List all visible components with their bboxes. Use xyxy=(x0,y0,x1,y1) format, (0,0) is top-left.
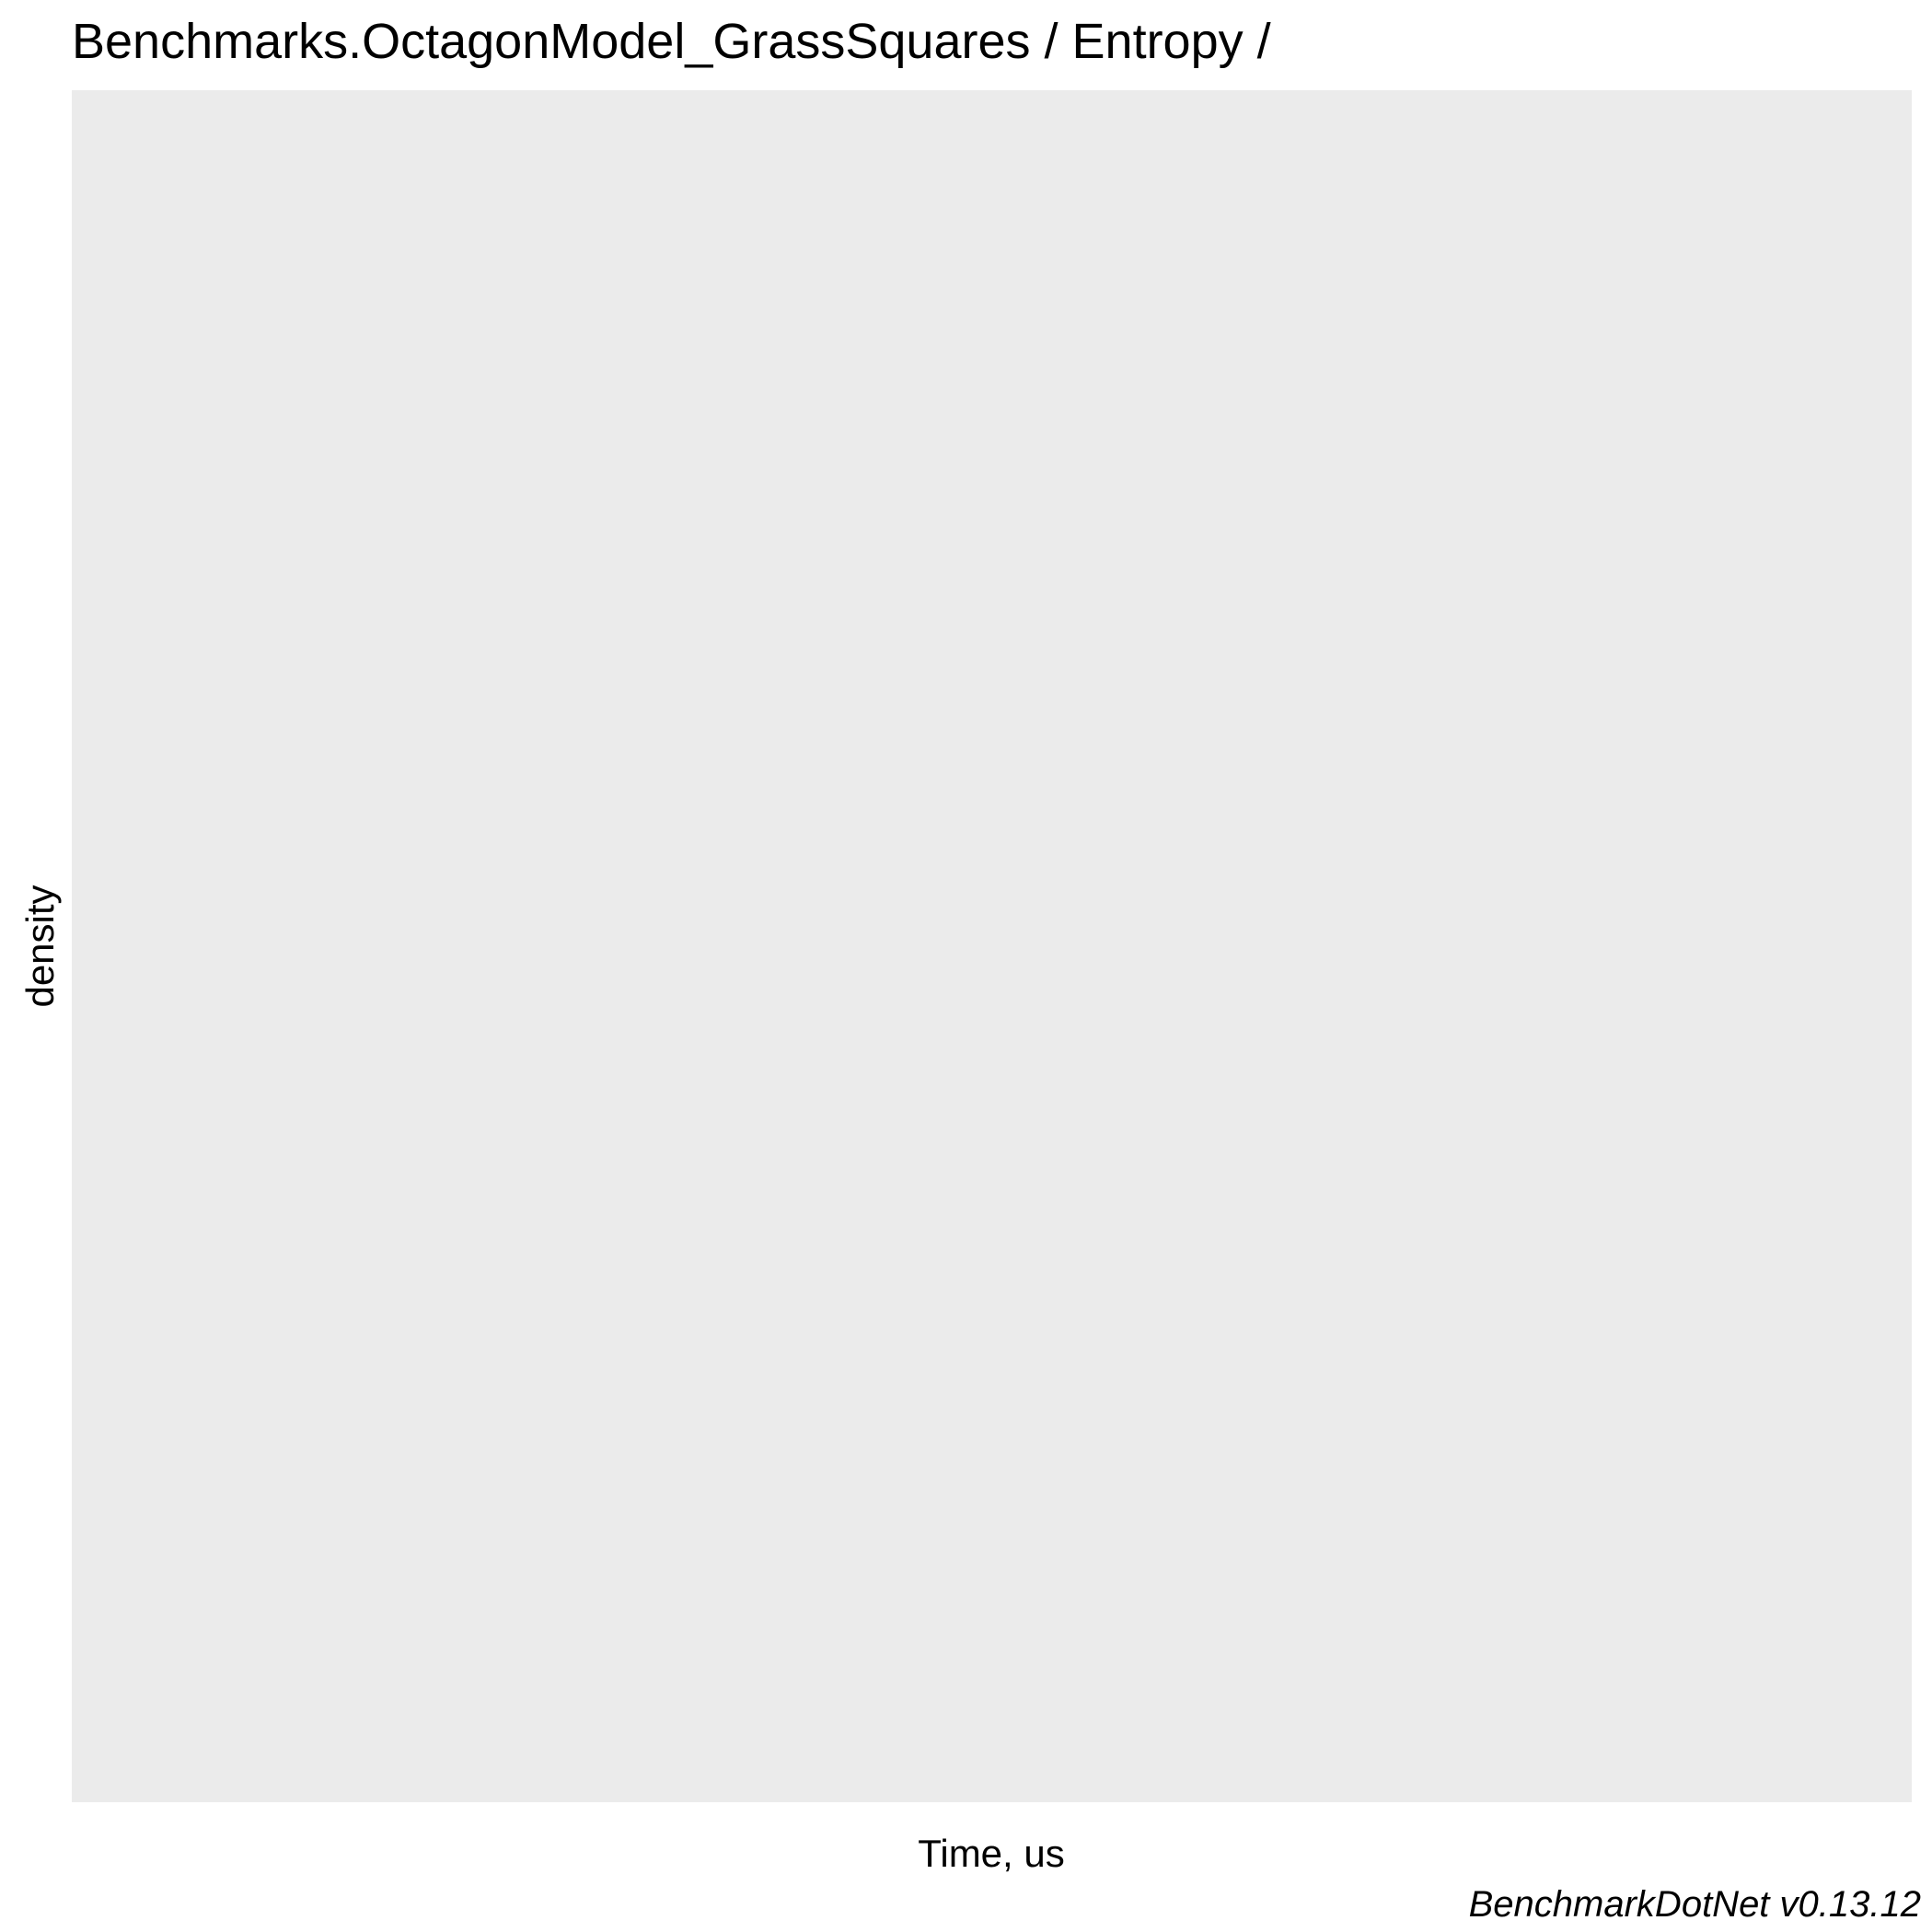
plot-panel xyxy=(72,90,1912,1802)
chart-title: Benchmarks.OctagonModel_GrassSquares / E… xyxy=(72,14,1271,69)
y-axis-label: density xyxy=(18,885,62,1008)
x-axis-label: Time, us xyxy=(918,1832,1065,1875)
caption: BenchmarkDotNet v0.13.12 xyxy=(1468,1884,1921,1925)
